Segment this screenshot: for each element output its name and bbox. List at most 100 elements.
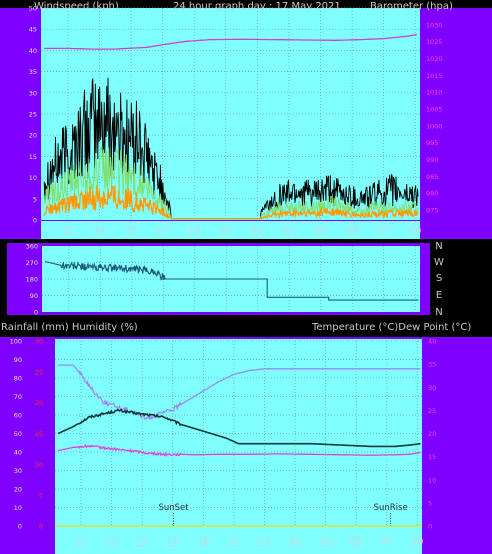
direction-line xyxy=(45,261,419,301)
baro-tick-1020: 1020 xyxy=(426,55,443,63)
hum-tick-30: 30 xyxy=(14,467,22,475)
baro-tick-1030: 1030 xyxy=(426,21,443,29)
baro-tick-975: 975 xyxy=(426,206,438,214)
hum-tick-90: 90 xyxy=(14,356,22,364)
wind-xtick-11: 11 xyxy=(62,226,74,237)
temp-tick-35: 35 xyxy=(428,361,436,369)
wind-xtick-23: 23 xyxy=(251,226,263,237)
rain-humidity-axis-title: Rainfall (mm) Humidity (%) xyxy=(1,322,138,333)
wind-tick-30: 30 xyxy=(29,89,37,97)
wind-tick-5: 5 xyxy=(33,195,37,203)
direction-series xyxy=(45,261,419,301)
rain-tick-0: 0 xyxy=(39,523,43,531)
temperature-line xyxy=(57,408,421,448)
baro-tick-1015: 1015 xyxy=(426,72,443,80)
rain-tick-25: 25 xyxy=(35,368,43,376)
temp-xtick-23: 23 xyxy=(258,537,270,548)
temp-tick-10: 10 xyxy=(428,476,436,484)
temp-axis-band xyxy=(55,527,422,554)
sunset-label: SunSet xyxy=(158,503,189,513)
temp-xtick-01: 01 xyxy=(289,537,301,548)
wind-xtick-19: 19 xyxy=(188,226,200,237)
temp-xtick-19: 19 xyxy=(197,537,209,548)
compass-4-N: N xyxy=(435,307,442,318)
wind-xtick-05: 05 xyxy=(346,226,358,237)
baro-tick-995: 995 xyxy=(426,139,438,147)
dir-tick-180: 180 xyxy=(26,276,38,284)
dir-tick-0: 0 xyxy=(34,309,38,317)
dir-tick-270: 270 xyxy=(26,259,38,267)
hum-tick-0: 0 xyxy=(18,523,22,531)
sun-annotations: SunSet SunRise xyxy=(158,503,408,526)
humidity-line xyxy=(58,364,421,420)
wind-tick-10: 10 xyxy=(29,174,37,182)
hum-tick-70: 70 xyxy=(14,393,22,401)
baro-tick-1010: 1010 xyxy=(426,89,443,97)
rain-tick-15: 15 xyxy=(35,430,43,438)
temp-xtick-03: 03 xyxy=(320,537,332,548)
wind-xtick-21: 21 xyxy=(220,226,232,237)
baro-tick-1025: 1025 xyxy=(426,38,443,46)
rain-tick-20: 20 xyxy=(35,399,43,407)
windspeed-axis-title: Windspeed (kph) xyxy=(34,1,119,12)
temp-xtick-11: 11 xyxy=(75,537,87,548)
temp-tick-25: 25 xyxy=(428,407,436,415)
wind-speed-axis: 0 5 10 15 20 25 30 35 40 45 50 xyxy=(29,5,37,225)
wind-xtick-15: 15 xyxy=(125,226,137,237)
compass-0-N: N xyxy=(435,241,442,252)
temp-tick-20: 20 xyxy=(428,430,436,438)
hum-tick-100: 100 xyxy=(10,338,22,346)
rain-tick-10: 10 xyxy=(35,461,43,469)
temp-xtick-21: 21 xyxy=(228,537,240,548)
compass-1-W: W xyxy=(434,257,444,268)
temp-plot-area xyxy=(55,339,422,527)
compass-3-E: E xyxy=(436,290,442,301)
temp-xtick-09: 09 xyxy=(411,537,423,548)
sunrise-label: SunRise xyxy=(374,503,408,513)
wind-series xyxy=(43,33,419,221)
wind-tick-35: 35 xyxy=(29,68,37,76)
hum-tick-40: 40 xyxy=(14,449,22,457)
temp-xtick-17: 17 xyxy=(167,537,179,548)
rainfall-axis: 0 5 10 15 20 25 30 xyxy=(35,338,43,531)
dewpoint-line xyxy=(57,443,421,457)
temp-tick-15: 15 xyxy=(428,453,436,461)
wind-tick-25: 25 xyxy=(29,111,37,119)
baro-tick-1005: 1005 xyxy=(426,105,443,113)
compass-2-S: S xyxy=(436,273,442,284)
hum-tick-80: 80 xyxy=(14,375,22,383)
wind-time-axis: 11 13 15 17 19 21 23 01 03 05 07 09 xyxy=(62,226,422,237)
temp-tick-5: 5 xyxy=(428,499,432,507)
barometer-line xyxy=(44,33,417,50)
wind-tick-20: 20 xyxy=(29,132,37,140)
temp-tick-30: 30 xyxy=(428,384,436,392)
barometer-axis-title: Barometer (hpa) xyxy=(370,1,453,12)
dir-tick-360: 360 xyxy=(26,243,38,251)
barometer-axis: 975 980 985 990 995 1000 1005 1010 1015 1020 1025 1… xyxy=(426,21,443,214)
wind-xtick-01: 01 xyxy=(283,226,295,237)
temp-tick-40: 40 xyxy=(428,338,436,346)
graph-title: 24 hour graph day : 17 May 2021 xyxy=(173,1,341,12)
humidity-axis: 0 10 20 30 40 50 60 70 80 90 100 xyxy=(10,338,22,531)
wind-tick-40: 40 xyxy=(29,47,37,55)
baro-tick-990: 990 xyxy=(426,156,438,164)
wind-tick-45: 45 xyxy=(29,26,37,34)
hum-tick-20: 20 xyxy=(14,486,22,494)
wind-tick-50: 50 xyxy=(29,5,37,13)
wind-xtick-09: 09 xyxy=(409,226,421,237)
temp-xtick-07: 07 xyxy=(381,537,393,548)
rain-tick-30: 30 xyxy=(35,338,43,346)
temp-xtick-13: 13 xyxy=(106,537,118,548)
temp-series xyxy=(57,364,421,457)
temperature-axis: 0 5 10 15 20 25 30 35 40 xyxy=(428,338,436,531)
baro-tick-985: 985 xyxy=(426,173,438,181)
temp-grid xyxy=(55,340,422,527)
dir-tick-90: 90 xyxy=(30,292,38,300)
hum-tick-50: 50 xyxy=(14,430,22,438)
wind-tick-15: 15 xyxy=(29,153,37,161)
